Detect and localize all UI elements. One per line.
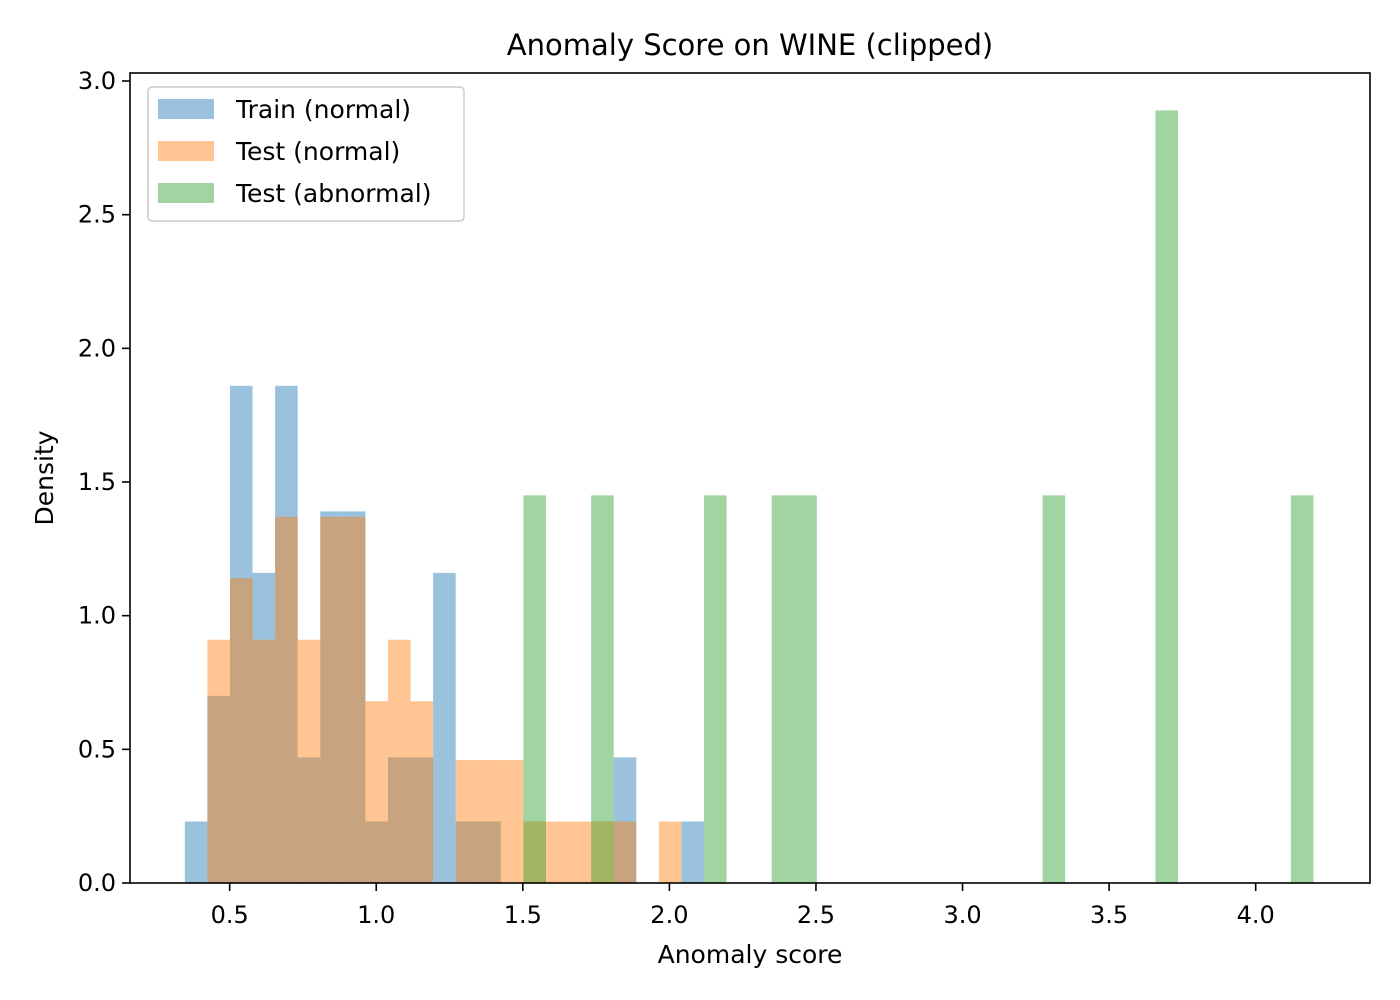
legend-swatch-train-normal bbox=[158, 99, 214, 119]
histogram-bars bbox=[184, 110, 1314, 884]
histogram-bar bbox=[320, 511, 343, 883]
histogram-bar bbox=[207, 639, 230, 883]
histogram-bar bbox=[478, 760, 501, 883]
histogram-bar bbox=[297, 757, 321, 883]
y-tick-label: 3.0 bbox=[78, 67, 116, 95]
histogram-bar bbox=[252, 572, 276, 883]
x-tick-label: 1.5 bbox=[504, 901, 542, 929]
histogram-bar bbox=[523, 821, 546, 883]
histogram-bar bbox=[184, 821, 208, 883]
x-axis-ticks: 0.5 1.0 1.5 2.0 2.5 3.0 3.5 4.0 bbox=[211, 883, 1275, 929]
x-tick-label: 2.0 bbox=[650, 901, 688, 929]
histogram-bar bbox=[365, 821, 388, 883]
legend-box bbox=[147, 86, 465, 222]
histogram-bar bbox=[320, 516, 343, 883]
histogram-bar bbox=[658, 821, 682, 883]
legend-label-train-normal: Train (normal) bbox=[235, 95, 411, 124]
y-tick-label: 2.5 bbox=[78, 201, 116, 229]
histogram-bar bbox=[1155, 110, 1178, 884]
histogram-bar bbox=[591, 495, 614, 883]
histogram-bar bbox=[681, 821, 704, 883]
histogram-bar bbox=[613, 821, 637, 883]
y-tick-label: 1.5 bbox=[78, 468, 116, 496]
histogram-bar bbox=[613, 757, 637, 883]
histogram-bar bbox=[433, 572, 456, 883]
histogram-bar bbox=[229, 578, 253, 883]
y-tick-label: 0.0 bbox=[78, 869, 116, 897]
histogram-bar bbox=[342, 511, 366, 883]
x-tick-label: 0.5 bbox=[211, 901, 249, 929]
histogram-bar bbox=[1042, 495, 1066, 883]
x-tick-label: 4.0 bbox=[1237, 901, 1275, 929]
histogram-bar bbox=[1290, 495, 1314, 883]
histogram-bar bbox=[545, 821, 569, 883]
histogram-bar bbox=[410, 701, 434, 883]
histogram-bar bbox=[568, 821, 592, 883]
histogram-bar bbox=[410, 757, 434, 883]
histogram-bar bbox=[703, 495, 727, 883]
plot-frame bbox=[129, 72, 1371, 884]
x-tick-label: 2.5 bbox=[797, 901, 835, 929]
chart-title: Anomaly Score on WINE (clipped) bbox=[507, 28, 993, 62]
y-axis-label: Density bbox=[30, 430, 59, 525]
histogram-bar bbox=[794, 495, 817, 883]
histogram-bar bbox=[229, 385, 253, 883]
histogram-bar bbox=[455, 760, 479, 883]
legend: Train (normal) Test (normal) Test (abnor… bbox=[147, 86, 465, 222]
histogram-bar bbox=[455, 821, 479, 883]
legend-label-test-abnormal: Test (abnormal) bbox=[235, 179, 431, 208]
histogram-bar bbox=[387, 639, 411, 883]
histogram-bar bbox=[365, 701, 388, 883]
legend-label-test-normal: Test (normal) bbox=[235, 137, 400, 166]
y-tick-label: 0.5 bbox=[78, 735, 116, 763]
histogram-bar bbox=[771, 495, 795, 883]
y-axis-ticks: 0.0 0.5 1.0 1.5 2.0 2.5 3.0 bbox=[78, 67, 130, 897]
histogram-bar bbox=[275, 516, 298, 883]
histogram-bar bbox=[207, 695, 230, 883]
histogram-bar bbox=[342, 516, 366, 883]
histogram-bar bbox=[297, 639, 321, 883]
y-tick-label: 1.0 bbox=[78, 602, 116, 630]
histogram-bar bbox=[591, 821, 614, 883]
x-tick-label: 3.5 bbox=[1090, 901, 1128, 929]
legend-swatch-test-abnormal bbox=[158, 183, 214, 203]
histogram-bar bbox=[387, 757, 411, 883]
histogram-bar bbox=[275, 385, 298, 883]
histogram-bar bbox=[252, 639, 276, 883]
histogram-bar bbox=[523, 495, 546, 883]
x-tick-label: 1.0 bbox=[357, 901, 395, 929]
y-tick-label: 2.0 bbox=[78, 334, 116, 362]
x-axis-label: Anomaly score bbox=[658, 940, 843, 969]
histogram-bar bbox=[500, 760, 524, 883]
histogram-bar bbox=[478, 821, 501, 883]
legend-swatch-test-normal bbox=[158, 141, 214, 161]
x-tick-label: 3.0 bbox=[943, 901, 981, 929]
